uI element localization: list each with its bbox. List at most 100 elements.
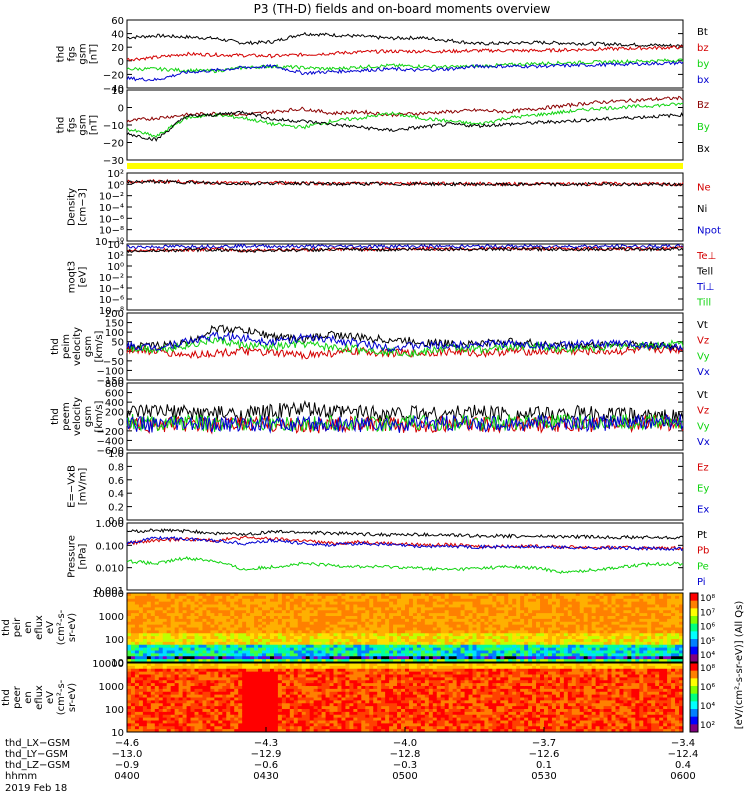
- heatmap-cell: [309, 706, 315, 710]
- heatmap-cell: [317, 624, 323, 629]
- heatmap-cell: [162, 618, 168, 623]
- heatmap-cell: [238, 647, 243, 652]
- heatmap-cell: [210, 711, 215, 716]
- heatmap-cell: [655, 641, 660, 646]
- heatmap-cell: [349, 621, 354, 626]
- heatmap-cell: [198, 686, 203, 690]
- y-tick-label: 10−⁴: [99, 203, 124, 214]
- heatmap-cell: [615, 650, 620, 654]
- heatmap-cell: [325, 723, 331, 727]
- heatmap-cell: [166, 607, 172, 611]
- heatmap-cell: [583, 647, 589, 652]
- heatmap-cell: [285, 677, 291, 681]
- heatmap-cell: [269, 694, 275, 699]
- heatmap-cell: [639, 639, 644, 643]
- heatmap-cell: [166, 624, 172, 629]
- heatmap-cell: [651, 604, 656, 608]
- heatmap-cell: [250, 593, 255, 597]
- heatmap-cell: [341, 723, 346, 727]
- heatmap-cell: [194, 665, 199, 670]
- heatmap-cell: [127, 688, 132, 693]
- heatmap-cell: [194, 680, 199, 684]
- heatmap-cell: [154, 720, 160, 724]
- heatmap-cell: [436, 627, 442, 631]
- heatmap-cell: [317, 633, 323, 637]
- heatmap-cell: [333, 650, 338, 654]
- heatmap-cell: [619, 616, 624, 620]
- heatmap-cell: [321, 683, 327, 687]
- heatmap-cell: [567, 627, 573, 631]
- heatmap-cell: [667, 636, 672, 640]
- heatmap-cell: [317, 650, 323, 654]
- heatmap-cell: [397, 633, 402, 637]
- heatmap-cell: [623, 644, 628, 649]
- legend-item: Vx: [697, 367, 710, 378]
- heatmap-cell: [182, 714, 188, 719]
- heatmap-cell: [230, 653, 235, 657]
- heatmap-cell: [293, 653, 299, 657]
- heatmap-cell: [158, 706, 164, 710]
- heatmap-cell: [194, 659, 199, 663]
- heatmap-cell: [321, 624, 327, 629]
- heatmap-cell: [130, 671, 136, 676]
- heatmap-cell: [416, 633, 422, 637]
- heatmap-cell: [305, 604, 311, 608]
- heatmap-cell: [178, 686, 184, 690]
- heatmap-cell: [273, 613, 279, 617]
- heatmap-cell: [190, 711, 196, 716]
- heatmap-cell: [595, 633, 601, 637]
- heatmap-cell: [206, 680, 211, 684]
- heatmap-cell: [393, 613, 398, 617]
- heatmap-cell: [309, 595, 315, 600]
- heatmap-cell: [436, 598, 442, 603]
- heatmap-cell: [385, 644, 390, 649]
- heatmap-cell: [476, 636, 481, 640]
- heatmap-cell: [436, 610, 442, 614]
- heatmap-cell: [536, 630, 541, 634]
- heatmap-cell: [544, 636, 549, 640]
- heatmap-cell: [679, 624, 684, 629]
- heatmap-cell: [476, 659, 481, 663]
- heatmap-cell: [297, 647, 303, 652]
- heatmap-cell: [146, 663, 152, 667]
- heatmap-cell: [460, 636, 466, 640]
- heatmap-cell: [194, 711, 199, 716]
- heatmap-cell: [297, 593, 303, 597]
- heatmap-cell: [607, 659, 613, 663]
- y-tick-label: 0: [118, 57, 124, 68]
- heatmap-cell: [146, 714, 152, 719]
- heatmap-cell: [194, 610, 199, 614]
- heatmap-cell: [238, 656, 243, 660]
- heatmap-cell: [512, 598, 517, 603]
- heatmap-cell: [547, 653, 553, 657]
- heatmap-cell: [647, 593, 652, 597]
- heatmap-cell: [317, 677, 323, 681]
- y-axis-label: sr-eV): [67, 613, 78, 642]
- heatmap-cell: [246, 709, 251, 713]
- heatmap-cell: [448, 647, 454, 652]
- heatmap-cell: [607, 598, 613, 603]
- heatmap-cell: [385, 607, 390, 611]
- heatmap-cell: [520, 647, 525, 652]
- heatmap-cell: [651, 650, 656, 654]
- heatmap-cell: [277, 671, 283, 676]
- heatmap-cell: [325, 641, 331, 646]
- heatmap-cell: [293, 711, 299, 716]
- heatmap-cell: [258, 653, 263, 657]
- heatmap-cell: [512, 644, 517, 649]
- heatmap-cell: [508, 604, 513, 608]
- heatmap-cell: [210, 663, 215, 667]
- heatmap-cell: [579, 610, 585, 614]
- y-tick-label: −10: [103, 121, 124, 132]
- heatmap-cell: [468, 610, 474, 614]
- heatmap-cell: [440, 639, 446, 643]
- heatmap-cell: [583, 604, 589, 608]
- heatmap-cell: [258, 644, 263, 649]
- heatmap-cell: [401, 630, 406, 634]
- heatmap-cell: [218, 616, 223, 620]
- heatmap-cell: [615, 644, 620, 649]
- heatmap-cell: [393, 647, 398, 652]
- heatmap-cell: [611, 621, 616, 626]
- heatmap-cell: [273, 697, 279, 701]
- heatmap-cell: [269, 683, 275, 687]
